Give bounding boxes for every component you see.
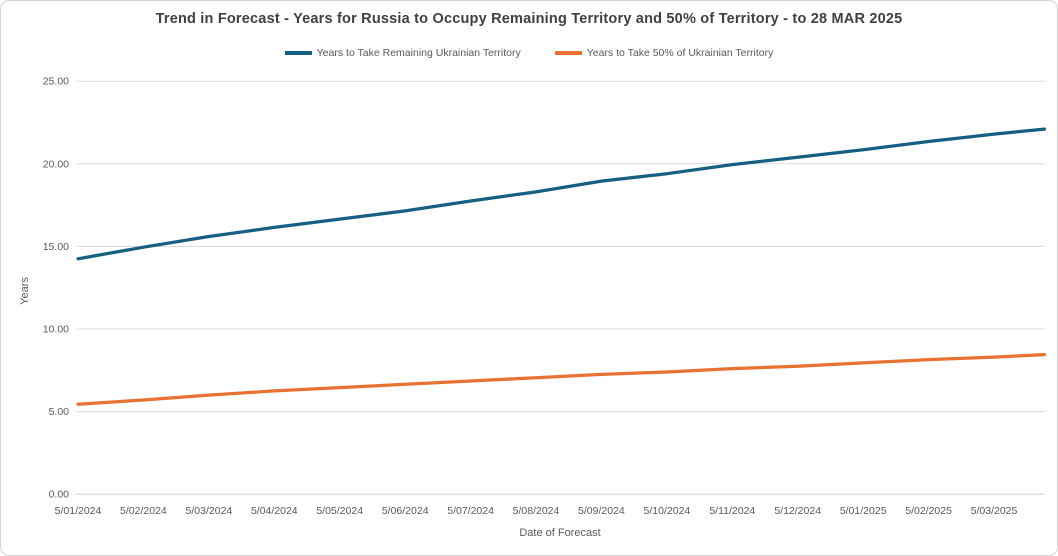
x-tick-label: 5/11/2024	[709, 505, 755, 517]
x-tick-label: 5/02/2024	[120, 505, 167, 517]
x-tick-label: 5/03/2024	[186, 505, 233, 517]
legend-line-swatch-orange	[554, 51, 582, 55]
x-tick-label: 5/06/2024	[382, 505, 429, 517]
y-tick-label: 15.00	[43, 241, 69, 253]
legend-item-fifty-percent: Years to Take 50% of Ukrainian Territory	[554, 47, 774, 59]
x-tick-label: 5/09/2024	[578, 505, 625, 517]
y-tick-label: 25.00	[43, 76, 69, 88]
legend-label-remaining-territory: Years to Take Remaining Ukrainian Territ…	[316, 47, 521, 59]
x-tick-label: 5/04/2024	[251, 505, 298, 517]
x-tick-label: 5/01/2024	[55, 505, 102, 517]
x-tick-label: 5/03/2025	[971, 505, 1018, 517]
x-tick-label: 5/02/2025	[905, 505, 952, 517]
x-tick-label: 5/12/2024	[774, 505, 821, 517]
y-tick-label: 10.00	[43, 324, 69, 336]
series-line-remaining-territory	[76, 127, 1047, 261]
legend-label-fifty-percent: Years to Take 50% of Ukrainian Territory	[586, 47, 774, 59]
legend-line-swatch-blue	[284, 51, 312, 55]
x-tick-label: 5/07/2024	[447, 505, 494, 517]
x-axis-title: Date of Forecast	[519, 527, 600, 539]
y-axis-title: Years	[19, 277, 31, 305]
y-tick-label: 5.00	[49, 406, 70, 418]
x-tick-label: 5/10/2024	[644, 505, 691, 517]
x-tick-label: 5/08/2024	[513, 505, 560, 517]
x-tick-label: 5/05/2024	[316, 505, 363, 517]
x-tick-label: 5/01/2025	[840, 505, 887, 517]
legend: Years to Take Remaining Ukrainian Territ…	[1, 47, 1057, 59]
legend-item-remaining-territory: Years to Take Remaining Ukrainian Territ…	[284, 47, 521, 59]
series-line-fifty-percent	[76, 352, 1047, 406]
y-tick-label: 0.00	[49, 489, 70, 501]
chart-title: Trend in Forecast - Years for Russia to …	[155, 11, 903, 27]
y-tick-label: 20.00	[43, 158, 69, 170]
